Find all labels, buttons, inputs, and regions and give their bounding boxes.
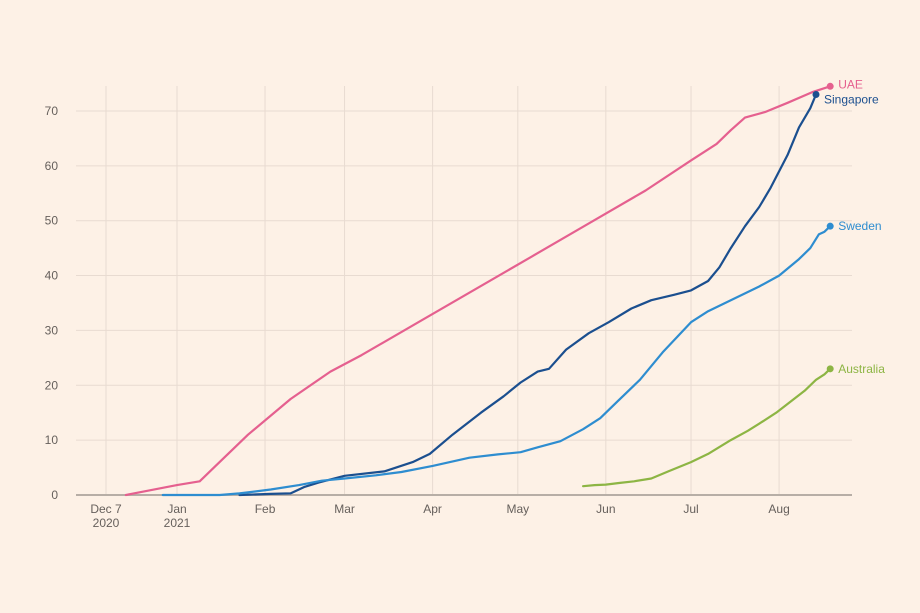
series-label-uae: UAE [838, 77, 863, 91]
y-tick-label: 50 [45, 214, 59, 228]
x-tick-label: Jun [596, 502, 615, 516]
y-tick-label: 0 [51, 488, 58, 502]
x-tick-label: Dec 7 [90, 502, 122, 516]
x-tick-label: Feb [255, 502, 276, 516]
y-tick-label: 70 [45, 104, 59, 118]
grid [76, 86, 852, 495]
series-lines [124, 85, 832, 497]
series-line-uae [124, 85, 832, 497]
x-tick-label: Jul [683, 502, 698, 516]
series-endpoint-singapore [812, 91, 820, 99]
series-label-sweden: Sweden [838, 219, 881, 233]
x-tick-sublabel: 2021 [164, 516, 191, 530]
y-tick-label: 20 [45, 378, 59, 392]
y-tick-label: 40 [45, 269, 59, 283]
y-axis: 0 10 20 30 40 50 60 70 [45, 104, 59, 502]
series-label-australia: Australia [838, 362, 885, 376]
x-tick-sublabel: 2020 [93, 516, 120, 530]
x-tick-label: Mar [334, 502, 355, 516]
series-endpoint-australia [826, 365, 834, 373]
series-endpoint-uae [826, 82, 834, 90]
y-tick-label: 10 [45, 433, 59, 447]
x-tick-label: May [506, 502, 529, 516]
y-tick-label: 30 [45, 323, 59, 337]
x-tick-label: Jan [167, 502, 186, 516]
series-line-australia [581, 367, 832, 488]
series-line-sweden [161, 225, 832, 497]
series-endpoint-sweden [826, 222, 834, 230]
series-label-singapore: Singapore [824, 93, 879, 107]
series-line-singapore [238, 93, 818, 497]
x-tick-label: Apr [423, 502, 442, 516]
y-tick-label: 60 [45, 159, 59, 173]
series-labels: UAE Singapore Sweden Australia [812, 77, 885, 376]
x-tick-label: Aug [768, 502, 789, 516]
